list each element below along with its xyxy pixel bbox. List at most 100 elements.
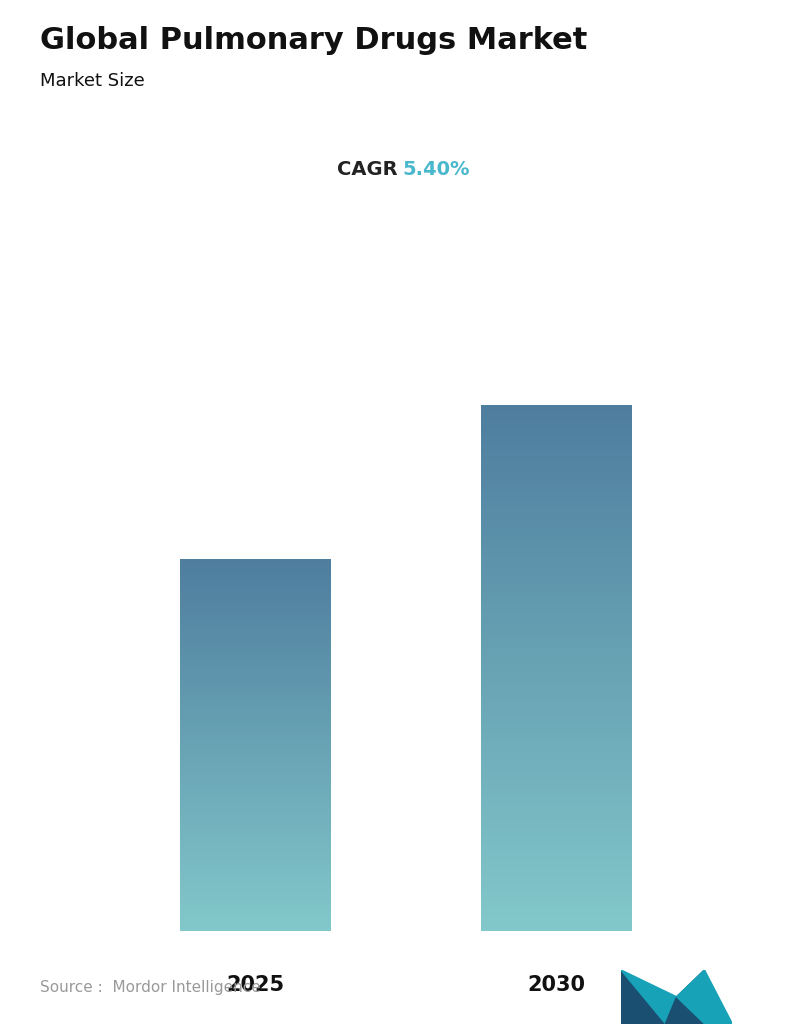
Bar <box>482 639 632 640</box>
Bar <box>482 872 632 873</box>
Bar <box>482 899 632 901</box>
Bar <box>482 414 632 416</box>
Bar <box>482 611 632 612</box>
Bar <box>482 582 632 583</box>
Bar <box>482 625 632 626</box>
Bar <box>482 930 632 931</box>
Bar <box>482 518 632 519</box>
Bar <box>482 866 632 868</box>
Bar <box>482 572 632 573</box>
Bar <box>482 794 632 795</box>
Bar <box>482 898 632 899</box>
Bar <box>482 504 632 505</box>
Bar <box>482 426 632 427</box>
Bar <box>482 921 632 922</box>
Bar <box>482 544 632 546</box>
Bar <box>482 816 632 818</box>
Bar <box>482 421 632 422</box>
Bar <box>482 701 632 702</box>
Bar <box>482 562 632 564</box>
Bar <box>482 887 632 888</box>
Bar <box>482 849 632 850</box>
Bar <box>482 646 632 648</box>
Bar <box>482 755 632 756</box>
Bar <box>482 515 632 517</box>
Bar <box>482 529 632 531</box>
Bar <box>482 879 632 881</box>
Bar <box>482 716 632 717</box>
Bar <box>482 891 632 892</box>
Bar <box>482 578 632 580</box>
Bar <box>482 678 632 679</box>
Bar <box>482 631 632 632</box>
Bar <box>482 472 632 474</box>
Bar <box>482 498 632 499</box>
Bar <box>482 892 632 893</box>
Bar <box>482 903 632 905</box>
Bar <box>482 874 632 876</box>
Bar <box>482 825 632 827</box>
Bar <box>482 561 632 562</box>
Bar <box>482 924 632 925</box>
Bar <box>482 626 632 627</box>
Bar <box>482 580 632 581</box>
Bar <box>482 771 632 772</box>
Bar <box>482 804 632 805</box>
Bar <box>482 901 632 902</box>
Bar <box>482 655 632 656</box>
Bar <box>482 760 632 761</box>
Bar <box>482 777 632 779</box>
Bar <box>482 510 632 512</box>
Bar <box>482 417 632 418</box>
Bar <box>482 689 632 690</box>
Bar <box>482 554 632 556</box>
Bar <box>482 905 632 906</box>
Bar <box>482 738 632 740</box>
Bar <box>482 660 632 661</box>
Bar <box>482 549 632 551</box>
Bar <box>482 406 632 407</box>
Bar <box>482 814 632 815</box>
Bar <box>482 460 632 461</box>
Bar <box>482 822 632 823</box>
Bar <box>482 828 632 829</box>
Bar <box>482 490 632 491</box>
Bar <box>482 885 632 886</box>
Bar <box>482 542 632 543</box>
Bar <box>482 925 632 926</box>
Bar <box>482 757 632 758</box>
Polygon shape <box>621 970 677 1024</box>
Bar <box>482 422 632 423</box>
Bar <box>482 779 632 780</box>
Bar <box>482 766 632 767</box>
Bar <box>482 916 632 917</box>
Bar <box>482 407 632 408</box>
Bar <box>482 587 632 589</box>
Bar <box>482 557 632 558</box>
Bar <box>482 845 632 847</box>
Bar <box>482 733 632 735</box>
Bar <box>482 616 632 618</box>
Text: Market Size: Market Size <box>40 72 145 90</box>
Bar <box>482 709 632 711</box>
Bar <box>482 418 632 420</box>
Bar <box>482 769 632 770</box>
Bar <box>482 656 632 658</box>
Bar <box>482 697 632 698</box>
Bar <box>482 708 632 709</box>
Bar <box>482 750 632 751</box>
Bar <box>482 876 632 877</box>
Bar <box>482 546 632 547</box>
Bar <box>482 461 632 463</box>
Bar <box>482 519 632 520</box>
Bar <box>482 610 632 611</box>
Bar <box>482 830 632 832</box>
Bar <box>482 567 632 568</box>
Bar <box>482 927 632 930</box>
Bar <box>482 479 632 480</box>
Bar <box>482 685 632 687</box>
Bar <box>482 528 632 529</box>
Bar <box>482 538 632 539</box>
Bar <box>482 581 632 582</box>
Bar <box>482 577 632 578</box>
